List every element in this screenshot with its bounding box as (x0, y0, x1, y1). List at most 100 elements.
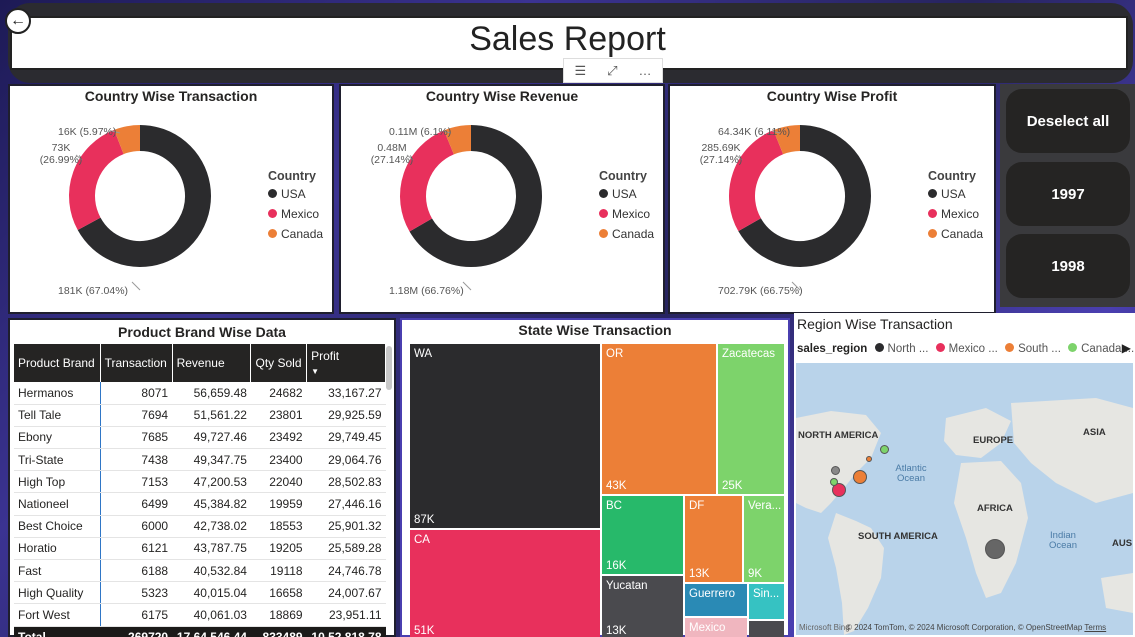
donut-slice-canada[interactable] (443, 125, 472, 155)
slicer-option-1998[interactable]: 1998 (1006, 234, 1130, 298)
legend-next-icon[interactable]: ▶ (1121, 341, 1131, 355)
legend-item-canada[interactable]: Canada (599, 227, 654, 241)
table-row[interactable]: Tri-State 7438 49,347.75 23400 29,064.76 (14, 448, 386, 472)
table-row[interactable]: Nationeel 6499 45,384.82 19959 27,446.16 (14, 492, 386, 516)
treemap-cell-bc[interactable]: BC 16K (602, 496, 683, 574)
table-cell: Fort West (14, 603, 101, 627)
table-cell: 23492 (250, 426, 307, 450)
donut-slice-mexico[interactable] (729, 130, 784, 232)
table-cell: 29,064.76 (306, 448, 386, 472)
table-cell: 27,446.16 (306, 492, 386, 516)
column-header-brand[interactable]: Product Brand (14, 344, 101, 382)
table-cell: 49,347.75 (172, 448, 251, 472)
map-title: Region Wise Transaction (797, 316, 953, 332)
table-cell: 7694 (100, 404, 173, 427)
table-row[interactable]: High Quality 5323 40,015.04 16658 24,007.67 (14, 581, 386, 605)
map-legend-item[interactable]: Canada ... (1064, 343, 1134, 355)
legend-item-mexico[interactable]: Mexico (599, 207, 654, 221)
table-cell: 6121 (100, 537, 173, 561)
table-row[interactable]: Horatio 6121 43,787.75 19205 25,589.28 (14, 537, 386, 561)
table-cell: 7685 (100, 426, 173, 450)
table-cell: 6175 (100, 603, 173, 627)
table-cell: 8071 (100, 382, 173, 405)
map-terms-link[interactable]: Terms (1084, 623, 1107, 632)
table-cell: Nationeel (14, 492, 101, 516)
legend-item-mexico[interactable]: Mexico (268, 207, 323, 221)
donut-slice-canada[interactable] (773, 125, 801, 155)
map-bubble-south-small[interactable] (866, 456, 872, 462)
column-header-revenue[interactable]: Revenue (172, 344, 252, 382)
legend-item-canada[interactable]: Canada (268, 227, 323, 241)
map-bubble-canada[interactable] (880, 445, 889, 454)
treemap-cell-or[interactable]: OR 43K (602, 344, 716, 494)
donut-title: Country Wise Profit (766, 88, 898, 104)
table-cell: Tell Tale (14, 404, 101, 427)
treemap-cell-other[interactable] (749, 621, 784, 637)
focus-mode-icon[interactable]: ⤢ (607, 62, 618, 78)
map-legend-item[interactable]: Mexico ... (932, 343, 998, 355)
legend-item-usa[interactable]: USA (599, 187, 654, 201)
region-map-panel: Region Wise Transaction sales_region Nor… (794, 313, 1135, 637)
column-header-qty-sold[interactable]: Qty Sold (250, 344, 308, 382)
page-title: Sales Report (469, 20, 666, 58)
treemap-cell-vera[interactable]: Vera... 9K (744, 496, 784, 582)
table-cell: 51,561.22 (172, 404, 251, 427)
filter-icon[interactable]: ☰ (574, 62, 587, 78)
legend-item-usa[interactable]: USA (928, 187, 983, 201)
table-row[interactable]: Hermanos 8071 56,659.48 24682 33,167.27 (14, 382, 386, 405)
legend-dot (268, 209, 277, 218)
table-cell: 16658 (250, 581, 307, 605)
donut-label-usa: 181K (67.04%) (58, 285, 129, 297)
map-bubble-canada-2[interactable] (830, 478, 838, 486)
map-legend-item[interactable]: South ... (1001, 343, 1061, 355)
table-row[interactable]: High Top 7153 47,200.53 22040 28,502.83 (14, 470, 386, 494)
legend-item-mexico[interactable]: Mexico (928, 207, 983, 221)
treemap-cell-df[interactable]: DF 13K (685, 496, 742, 582)
map-bubble-north-large[interactable] (985, 539, 1005, 559)
column-header-transaction[interactable]: Transaction (100, 344, 173, 382)
table-row[interactable]: Tell Tale 7694 51,561.22 23801 29,925.59 (14, 404, 386, 427)
donut-slice-mexico[interactable] (400, 130, 455, 232)
legend-item-usa[interactable]: USA (268, 187, 323, 201)
slicer-option-1997[interactable]: 1997 (1006, 162, 1130, 226)
treemap-cell-zacatecas[interactable]: Zacatecas 25K (718, 344, 784, 494)
donut-slice-usa[interactable] (738, 125, 871, 267)
back-arrow-icon[interactable]: ← (5, 8, 31, 34)
table-cell: 6499 (100, 492, 173, 516)
treemap-cell-yucatan[interactable]: Yucatan 13K (602, 576, 683, 637)
treemap-cell-sin[interactable]: Sin... (749, 584, 784, 619)
treemap-cell-guerrero[interactable]: Guerrero (685, 584, 747, 616)
donut-slice-usa[interactable] (77, 125, 211, 267)
table-row[interactable]: Best Choice 6000 42,738.02 18553 25,901.32 (14, 515, 386, 538)
table-row[interactable]: Fast 6188 40,532.84 19118 24,746.78 (14, 559, 386, 583)
map-bubble-south[interactable] (853, 470, 867, 484)
table-cell: 18553 (250, 515, 307, 538)
table-row[interactable]: Ebony 7685 49,727.46 23492 29,749.45 (14, 426, 386, 450)
treemap-cell-wa[interactable]: WA 87K (410, 344, 600, 528)
world-map[interactable]: NORTH AMERICA EUROPE ASIA AFRICA SOUTH A… (796, 363, 1133, 635)
table-cell: 56,659.48 (172, 382, 251, 405)
table-row[interactable]: Fort West 6175 40,061.03 18869 23,951.11 (14, 603, 386, 627)
donut-slice-mexico[interactable] (69, 129, 125, 231)
visual-header-toolbar: ☰ ⤢ … (563, 58, 663, 83)
legend-dot (268, 189, 277, 198)
table-cell: 29,925.59 (306, 404, 386, 427)
donut-legend: Country USA Mexico Canada (268, 169, 323, 247)
map-legend-item[interactable]: North ... (871, 343, 928, 355)
deselect-all-button[interactable]: Deselect all (1006, 89, 1130, 153)
legend-dot (928, 189, 937, 198)
map-legend: sales_region North ... Mexico ... South … (797, 343, 1134, 355)
legend-item-canada[interactable]: Canada (928, 227, 983, 241)
donut-slice-canada[interactable] (114, 125, 141, 155)
treemap-cell-ca[interactable]: CA 51K (410, 530, 600, 637)
more-options-icon[interactable]: … (638, 63, 652, 78)
column-header-profit[interactable]: Profit ▼ (306, 344, 386, 382)
map-bubble-north[interactable] (831, 466, 840, 475)
table-scrollbar[interactable] (386, 346, 392, 390)
label-asia: ASIA (1083, 427, 1106, 438)
donut-slice-usa[interactable] (409, 125, 542, 267)
north-america-land (796, 411, 881, 513)
map-bubble-mexico[interactable] (832, 483, 846, 497)
treemap-cell-mexico[interactable]: Mexico (685, 618, 747, 637)
table-cell: Ebony (14, 426, 101, 450)
